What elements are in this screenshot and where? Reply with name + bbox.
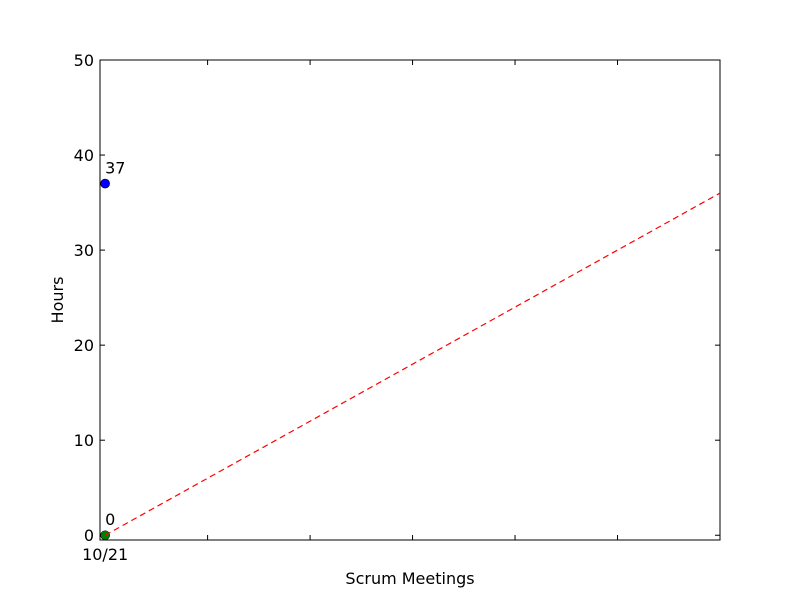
y-tick-label: 50: [74, 51, 94, 70]
axis-ticks: 0 10 20 30 40 50 10/21: [74, 51, 721, 564]
plot-frame: [99, 59, 721, 541]
y-tick-label: 10: [74, 431, 94, 450]
data-label: 37: [105, 159, 125, 178]
y-tick-label: 0: [84, 526, 94, 545]
y-tick-label: 20: [74, 336, 94, 355]
x-tick-label: 10/21: [82, 545, 128, 564]
y-tick-label: 30: [74, 241, 94, 260]
series-layer: 37 0: [100, 159, 721, 541]
x-axis-label: Scrum Meetings: [345, 569, 474, 588]
y-axis-label: Hours: [48, 277, 67, 324]
data-point: [100, 178, 110, 189]
y-tick-label: 40: [74, 146, 94, 165]
target-line: [104, 192, 721, 536]
data-label: 0: [105, 510, 115, 529]
